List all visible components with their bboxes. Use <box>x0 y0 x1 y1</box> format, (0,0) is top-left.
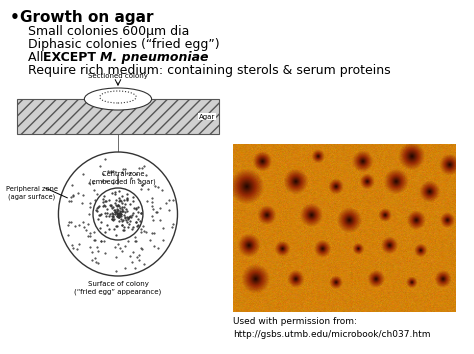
Text: EXCEPT: EXCEPT <box>43 51 100 64</box>
Circle shape <box>93 188 143 240</box>
Text: Sectioned colony: Sectioned colony <box>88 73 148 79</box>
Text: Used with permission from:: Used with permission from: <box>233 317 357 326</box>
Text: Diphasic colonies (“fried egg”): Diphasic colonies (“fried egg”) <box>27 38 219 51</box>
Text: Central zone
(embedded in agar): Central zone (embedded in agar) <box>90 171 156 185</box>
Text: Small colonies 600μm dia: Small colonies 600μm dia <box>27 25 189 38</box>
Ellipse shape <box>100 91 136 103</box>
Text: M. pneumoniae: M. pneumoniae <box>100 51 208 64</box>
Text: Surface of colony
(“fried egg” appearance): Surface of colony (“fried egg” appearanc… <box>74 281 162 295</box>
Text: Agar: Agar <box>199 114 215 120</box>
Circle shape <box>58 152 177 276</box>
Ellipse shape <box>84 88 152 110</box>
Text: Require rich medium: containing sterols & serum proteins: Require rich medium: containing sterols … <box>27 64 390 77</box>
Text: http://gsbs.utmb.edu/microbook/ch037.htm: http://gsbs.utmb.edu/microbook/ch037.htm <box>233 330 431 339</box>
Bar <box>17 99 219 134</box>
Text: Peripheral zone
(agar surface): Peripheral zone (agar surface) <box>6 186 57 200</box>
Text: All: All <box>27 51 47 64</box>
Text: Growth on agar: Growth on agar <box>20 10 154 25</box>
Text: •: • <box>9 10 19 25</box>
